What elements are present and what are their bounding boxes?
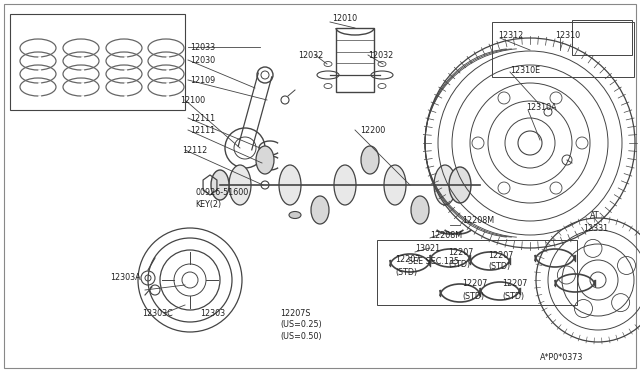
Text: (US=0.50): (US=0.50)	[280, 333, 322, 341]
Bar	[10, 14, 185, 110]
Ellipse shape	[289, 212, 301, 218]
Text: 12207: 12207	[448, 247, 474, 257]
Text: 12207: 12207	[462, 279, 488, 289]
Text: 12303A: 12303A	[110, 273, 141, 282]
Ellipse shape	[449, 167, 471, 203]
Text: KEY(2): KEY(2)	[195, 199, 221, 208]
Ellipse shape	[411, 196, 429, 224]
Bar	[377, 240, 577, 305]
Text: (STD): (STD)	[502, 292, 524, 301]
Text: 12207: 12207	[395, 256, 420, 264]
Text: 12331: 12331	[583, 224, 608, 232]
Bar	[492, 22, 634, 77]
Text: (STD): (STD)	[395, 267, 417, 276]
Ellipse shape	[361, 146, 379, 174]
Ellipse shape	[279, 165, 301, 205]
Text: 12303C: 12303C	[142, 308, 173, 317]
Text: 12032: 12032	[298, 51, 323, 60]
Text: SEE SEC.135: SEE SEC.135	[408, 257, 459, 266]
Ellipse shape	[334, 165, 356, 205]
Text: (US=0.25): (US=0.25)	[280, 321, 322, 330]
Text: 12200: 12200	[360, 125, 385, 135]
Text: 12207S: 12207S	[280, 308, 310, 317]
Text: 12207: 12207	[502, 279, 527, 289]
Text: 12310A: 12310A	[526, 103, 557, 112]
Text: A*P0*0373: A*P0*0373	[540, 353, 584, 362]
Text: (STD): (STD)	[462, 292, 484, 301]
Text: 12208M: 12208M	[462, 215, 494, 224]
Ellipse shape	[211, 170, 229, 200]
Ellipse shape	[434, 165, 456, 205]
Bar	[572, 20, 632, 55]
Text: 12310E: 12310E	[510, 65, 540, 74]
Text: 12030: 12030	[190, 55, 215, 64]
Text: 12310: 12310	[555, 31, 580, 39]
Text: 12207: 12207	[488, 250, 513, 260]
Text: AT: AT	[590, 211, 600, 219]
Text: 12208M: 12208M	[430, 231, 462, 240]
Text: 12111: 12111	[190, 125, 215, 135]
Text: 12100: 12100	[180, 96, 205, 105]
Text: 12010: 12010	[332, 13, 357, 22]
Ellipse shape	[229, 165, 251, 205]
Text: 12032: 12032	[368, 51, 393, 60]
Ellipse shape	[311, 196, 329, 224]
Text: 13021: 13021	[415, 244, 440, 253]
Text: 12112: 12112	[182, 145, 207, 154]
Text: 12312: 12312	[498, 31, 524, 39]
Ellipse shape	[384, 165, 406, 205]
Text: 12303: 12303	[200, 308, 225, 317]
Bar	[336, 28, 374, 92]
Text: 00926-51600: 00926-51600	[195, 187, 248, 196]
Text: (STD): (STD)	[448, 260, 470, 269]
Ellipse shape	[256, 146, 274, 174]
Text: 12111: 12111	[190, 113, 215, 122]
Text: (STD): (STD)	[488, 263, 510, 272]
Text: 12033: 12033	[190, 42, 215, 51]
Text: 12109: 12109	[190, 76, 215, 84]
